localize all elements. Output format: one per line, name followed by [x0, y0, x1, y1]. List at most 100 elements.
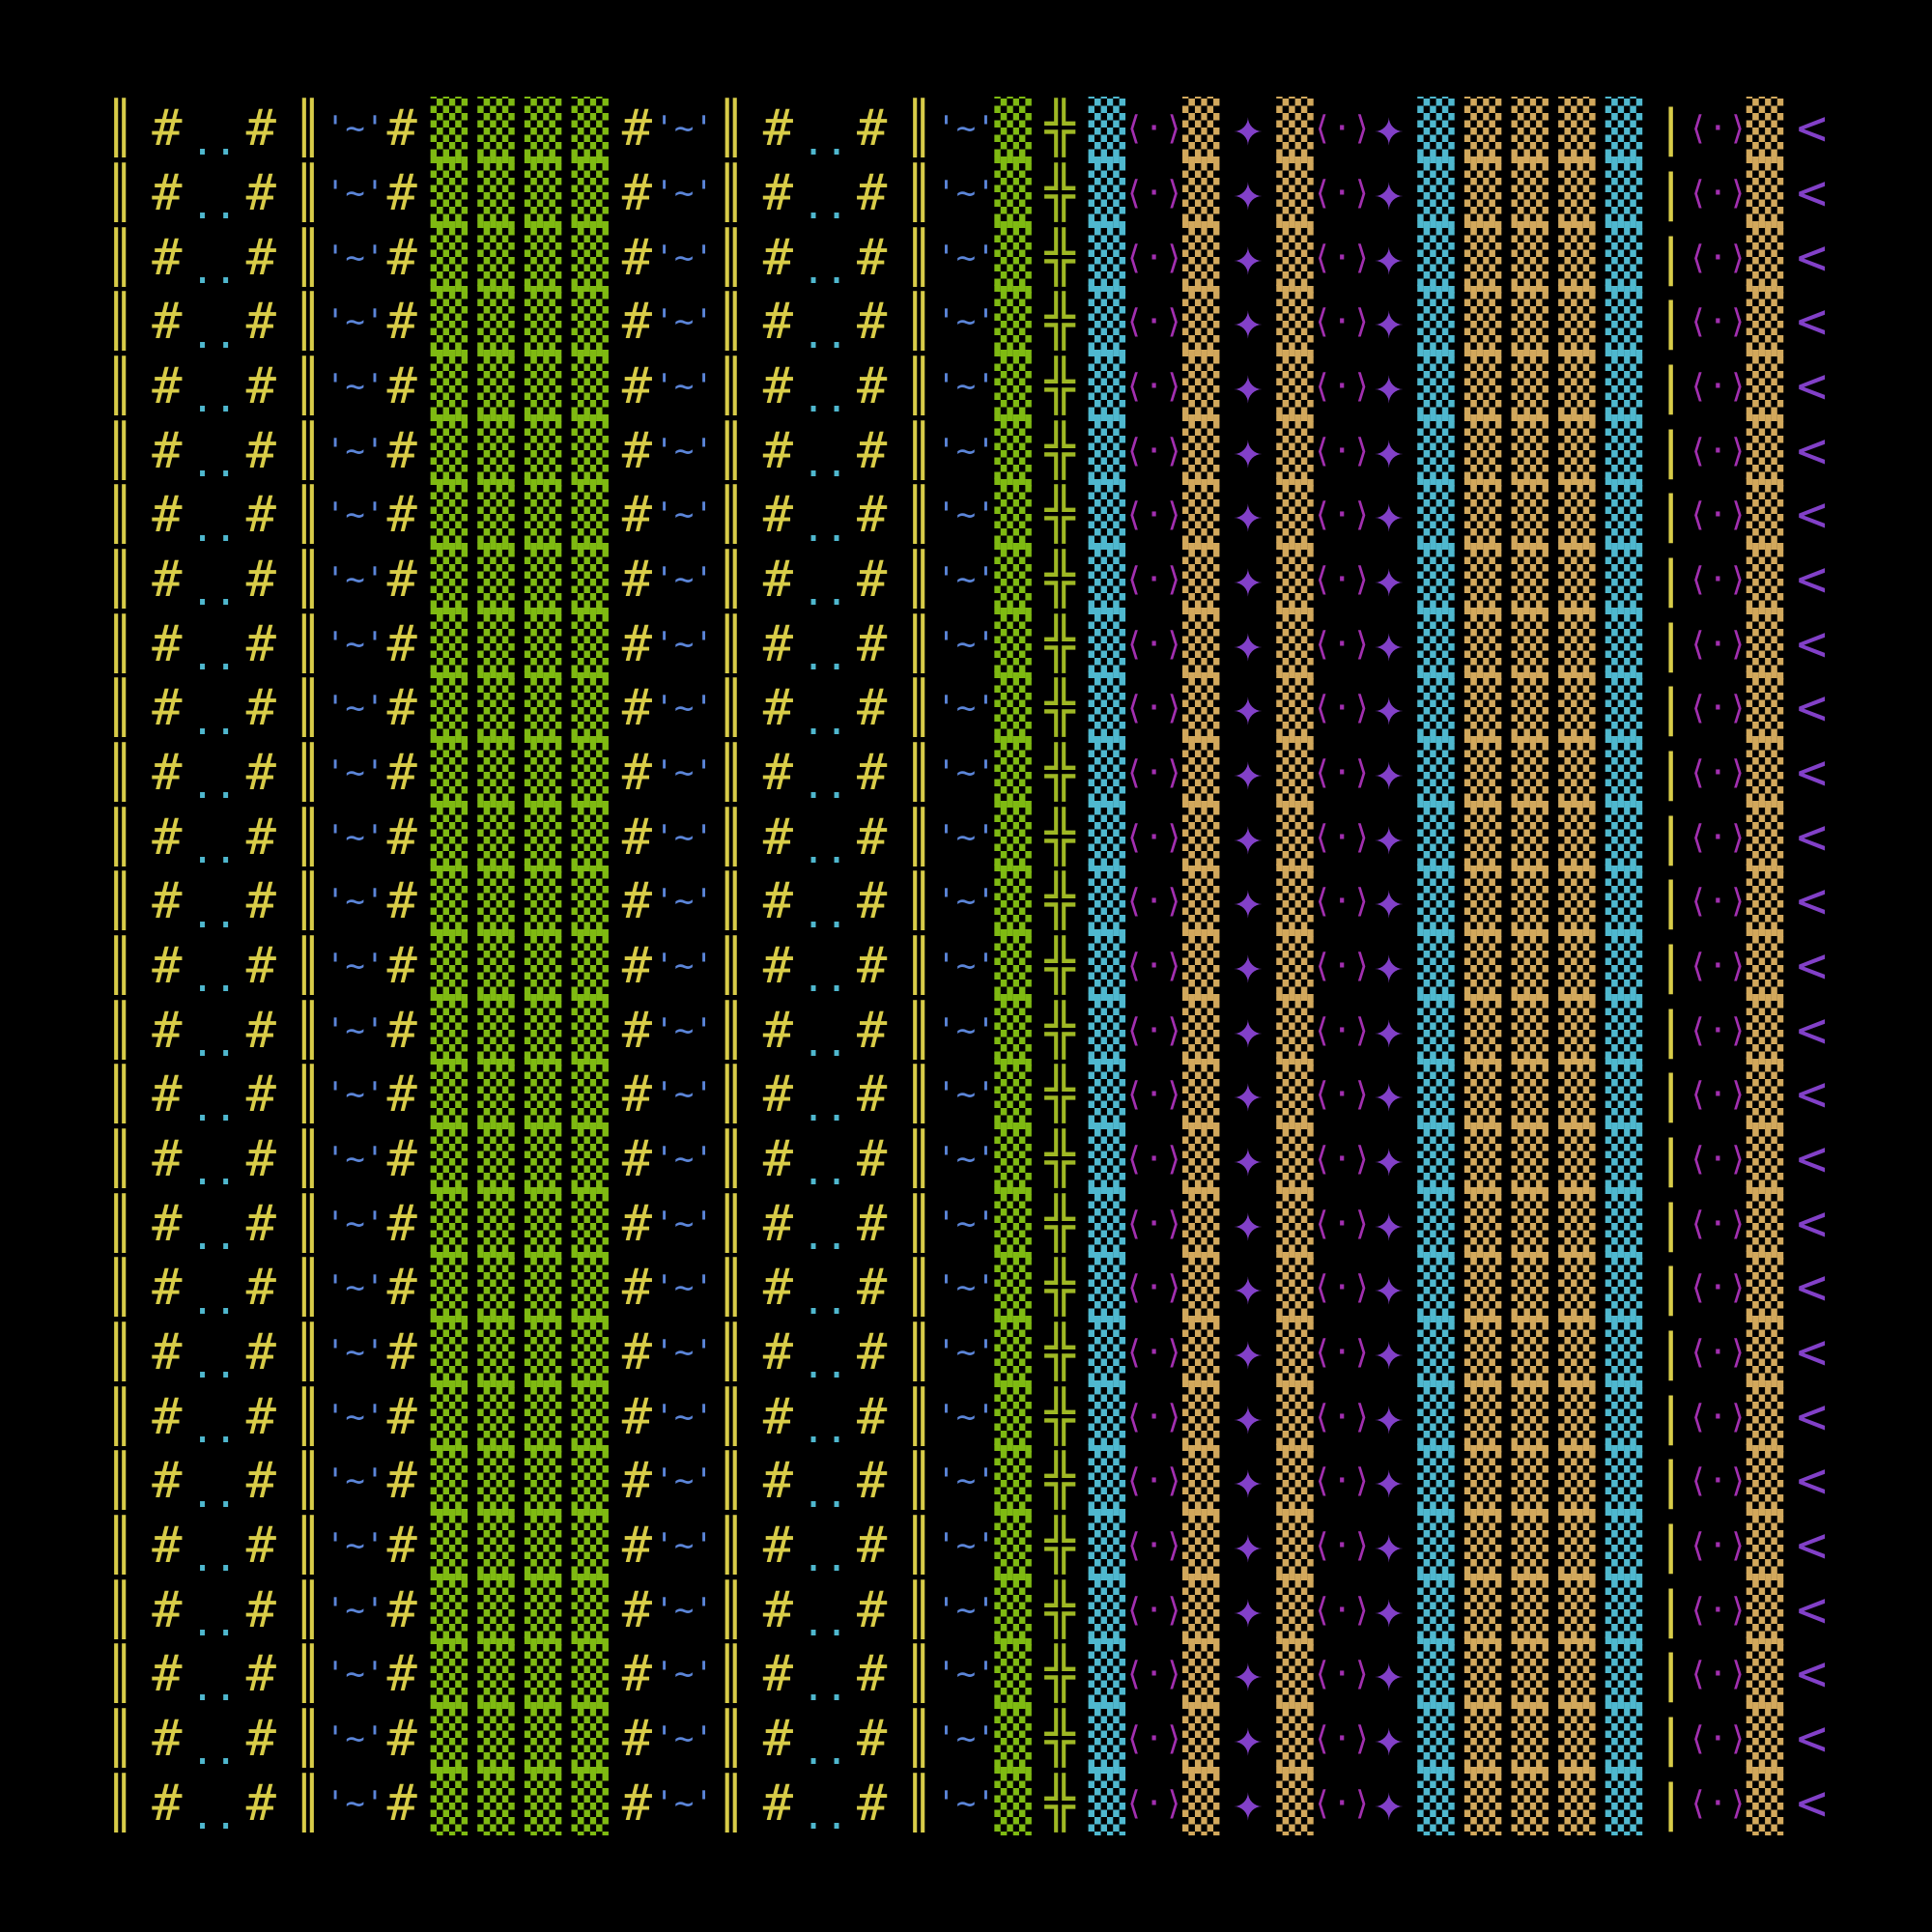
glyph-cell-hash: # [386, 163, 417, 222]
glyph-cell-pipe: | [1656, 486, 1687, 545]
glyph-cell-tilde: '~' [654, 1462, 714, 1501]
glyph-cell-shade: ▒ [524, 1380, 562, 1453]
glyph-cell-tilde: '~' [936, 109, 996, 149]
glyph-cell-star: ✦ [1233, 1774, 1264, 1833]
glyph-cell-shade: ▒ [994, 156, 1032, 229]
glyph-cell-shade: ▒ [1746, 1767, 1784, 1835]
glyph-cell-shade: ▒ [571, 1702, 610, 1775]
glyph-cell-shade: ▒ [1463, 1122, 1502, 1195]
glyph-cell-shade: ▒ [1605, 479, 1643, 552]
glyph-cell-pipe: | [1656, 163, 1687, 222]
glyph-cell-shade: ▒ [1276, 1380, 1314, 1453]
glyph-cell-angle: ⟨·⟩ [1688, 109, 1748, 149]
glyph-cell-shade: ▒ [1181, 1059, 1220, 1131]
glyph-cell-star: ✦ [1233, 1709, 1264, 1768]
glyph-cell-shade: ▒ [571, 1252, 610, 1324]
glyph-cell-dots: .. [190, 956, 238, 1002]
glyph-cell-bar: ║ [716, 1709, 747, 1768]
glyph-cell-dots: .. [190, 1406, 238, 1452]
glyph-cell-bar: ║ [293, 1774, 324, 1833]
glyph-cell-hash: # [857, 1645, 888, 1704]
glyph-cell-cross: ╬ [1044, 743, 1075, 802]
glyph-cell-cross: ╬ [1044, 163, 1075, 222]
glyph-cell-angle: ⟨·⟩ [1312, 1075, 1372, 1115]
glyph-cell-bar: ║ [293, 356, 324, 415]
glyph-cell-tilde: '~' [654, 1332, 714, 1372]
glyph-cell-bar: ║ [104, 1774, 135, 1833]
glyph-cell-shade: ▒ [524, 414, 562, 487]
glyph-cell-shade: ▒ [524, 929, 562, 1002]
glyph-cell-star: ✦ [1233, 1580, 1264, 1639]
glyph-cell-shade: ▒ [430, 350, 469, 422]
glyph-cell-shade: ▒ [1181, 1509, 1220, 1581]
glyph-cell-dots: .. [190, 1343, 238, 1388]
glyph-cell-star: ✦ [1233, 1129, 1264, 1188]
glyph-cell-pipe: | [1656, 1709, 1687, 1768]
glyph-cell-shade: ▒ [1276, 1638, 1314, 1711]
glyph-cell-bar: ║ [293, 872, 324, 931]
glyph-cell-shade: ▒ [477, 156, 515, 229]
glyph-cell-shade: ▒ [1417, 1509, 1455, 1581]
glyph-cell-shade: ▒ [1511, 929, 1549, 1002]
glyph-cell-hash: # [245, 1709, 276, 1768]
glyph-cell-shade: ▒ [1558, 801, 1596, 873]
glyph-cell-bar: ║ [716, 293, 747, 352]
glyph-cell-shade: ▒ [1276, 1574, 1314, 1646]
glyph-cell-hash: # [386, 872, 417, 931]
glyph-cell-star: ✦ [1374, 163, 1405, 222]
glyph-cell-tilde: '~' [654, 1655, 714, 1694]
glyph-cell-dots: .. [801, 1278, 849, 1323]
glyph-cell-angle: ⟨·⟩ [1688, 1783, 1748, 1823]
glyph-cell-tilde: '~' [936, 1719, 996, 1758]
glyph-cell-shade: ▒ [1088, 736, 1126, 809]
glyph-cell-bar: ║ [716, 163, 747, 222]
glyph-cell-shade: ▒ [571, 479, 610, 552]
glyph-cell-shade: ▒ [1746, 1252, 1784, 1324]
glyph-cell-hash: # [621, 1387, 653, 1446]
glyph-cell-hash: # [245, 1387, 276, 1446]
glyph-cell-hash: # [857, 1774, 888, 1833]
glyph-cell-shade: ▒ [1088, 801, 1126, 873]
glyph-cell-shade: ▒ [524, 994, 562, 1066]
glyph-cell-dots: .. [190, 1729, 238, 1775]
glyph-cell-hash: # [245, 1129, 276, 1188]
glyph-cell-angle: ⟨·⟩ [1123, 431, 1184, 470]
glyph-cell-shade: ▒ [1276, 736, 1314, 809]
glyph-cell-hash: # [386, 1774, 417, 1833]
glyph-cell-hash: # [245, 99, 276, 158]
glyph-cell-shade: ▒ [1558, 1445, 1596, 1518]
glyph-cell-bar: ║ [903, 872, 934, 931]
glyph-cell-shade: ▒ [1746, 866, 1784, 938]
glyph-cell-pipe: | [1656, 228, 1687, 287]
glyph-cell-hash: # [386, 1387, 417, 1446]
glyph-cell-shade: ▒ [1511, 672, 1549, 745]
glyph-cell-star: ✦ [1233, 1645, 1264, 1704]
glyph-cell-shade: ▒ [1463, 801, 1502, 873]
glyph-cell-shade: ▒ [1417, 866, 1455, 938]
glyph-cell-cross: ╬ [1044, 1129, 1075, 1188]
glyph-cell-shade: ▒ [1558, 1122, 1596, 1195]
glyph-cell-star: ✦ [1374, 614, 1405, 673]
glyph-cell-hash: # [152, 1774, 183, 1833]
glyph-cell-shade: ▒ [571, 608, 610, 680]
glyph-cell-shade: ▒ [1417, 414, 1455, 487]
glyph-cell-angle: ⟨·⟩ [1123, 1462, 1184, 1501]
glyph-cell-shade: ▒ [994, 1702, 1032, 1775]
glyph-cell-shade: ▒ [1605, 97, 1643, 165]
glyph-cell-tilde: '~' [654, 817, 714, 857]
glyph-cell-shade: ▒ [1417, 221, 1455, 294]
glyph-cell-shade: ▒ [1746, 929, 1784, 1002]
glyph-cell-tilde: '~' [654, 689, 714, 728]
glyph-cell-hash: # [152, 421, 183, 480]
glyph-cell-tilde: '~' [325, 1525, 385, 1565]
glyph-cell-hash: # [245, 614, 276, 673]
glyph-cell-bar: ║ [716, 679, 747, 738]
glyph-cell-dots: .. [801, 1793, 849, 1835]
glyph-cell-shade: ▒ [430, 672, 469, 745]
glyph-cell-hash: # [621, 99, 653, 158]
glyph-cell-shade: ▒ [430, 1509, 469, 1581]
glyph-cell-lt: < [1797, 1709, 1828, 1768]
glyph-cell-bar: ║ [104, 421, 135, 480]
glyph-cell-bar: ║ [716, 808, 747, 867]
glyph-cell-shade: ▒ [1463, 672, 1502, 745]
